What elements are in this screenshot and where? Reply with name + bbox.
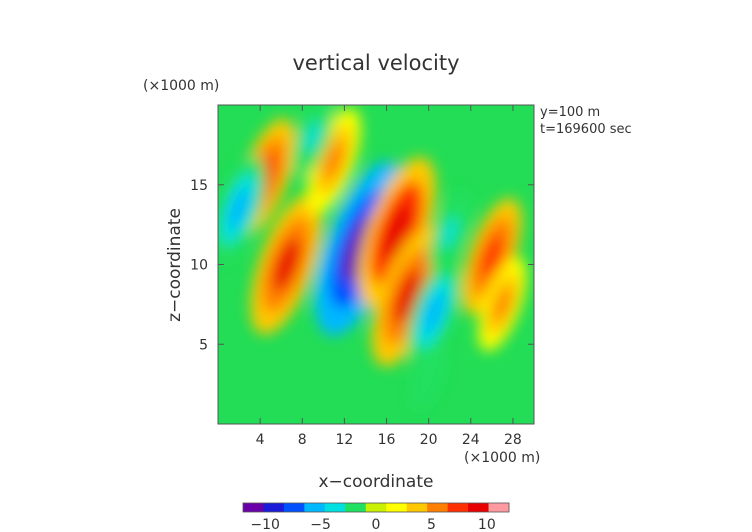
field-feature-downdraft <box>412 343 446 409</box>
y-tick-label: 10 <box>190 258 208 274</box>
colorbar-tick-label: 0 <box>372 517 381 532</box>
field-feature-updraft <box>358 156 436 309</box>
field-feature-downdraft <box>428 191 471 274</box>
x-unit-label: (×1000 m) <box>464 450 540 466</box>
colorbar-segment <box>263 503 285 512</box>
colorbar-segment <box>386 503 408 512</box>
colorbar-segment <box>365 503 387 512</box>
z-unit-label: (×1000 m) <box>143 78 219 94</box>
colorbar-tick-label: −5 <box>310 517 331 532</box>
x-tick-label: 24 <box>462 432 480 448</box>
field-feature-updraft <box>306 108 361 214</box>
field-feature-updraft <box>371 226 444 367</box>
annotation-y: y=100 m <box>540 105 600 120</box>
colorbar-segment <box>488 503 510 512</box>
x-axis: 4 8 12 16 20 24 28 <box>256 105 522 448</box>
x-tick-label: 8 <box>298 432 307 448</box>
field-feature-updraft <box>250 194 323 335</box>
colorbar-segment <box>304 503 326 512</box>
x-tick-label: 12 <box>335 432 353 448</box>
field-feature-downdraft <box>218 156 267 262</box>
x-tick-label: 4 <box>256 432 265 448</box>
field-feature-updraft <box>478 257 527 352</box>
y-tick-label: 15 <box>190 178 208 194</box>
field-feature-updraft <box>461 198 522 315</box>
colorbar-segment <box>243 503 264 512</box>
colorbar-segment <box>427 503 449 512</box>
field-feature-downdraft <box>291 105 334 178</box>
colorbar-segment <box>324 503 346 512</box>
colorbar-segment <box>283 503 305 512</box>
field-layer <box>218 105 527 409</box>
field-feature-downdraft <box>406 259 461 365</box>
colorbar-frame <box>242 502 510 513</box>
plot-area <box>218 105 534 424</box>
y-tick-label: 5 <box>199 337 208 353</box>
colorbar-segment <box>447 503 469 512</box>
colorbar-segment <box>406 503 428 512</box>
y-axis: 5 10 15 <box>190 178 534 353</box>
colorbar-segment <box>345 503 367 512</box>
x-axis-label: x−coordinate <box>319 472 434 492</box>
colorbar: −10 −5 0 5 10 <box>242 502 510 532</box>
colorbar-tick-label: 10 <box>478 517 496 532</box>
x-tick-label: 28 <box>504 432 522 448</box>
x-tick-label: 20 <box>420 432 438 448</box>
annotation-time: t=169600 sec <box>540 122 632 137</box>
chart-title: vertical velocity <box>292 51 459 75</box>
x-tick-label: 16 <box>378 432 396 448</box>
colorbar-segment <box>468 503 490 512</box>
y-axis-label: z−coordinate <box>165 208 185 322</box>
colorbar-tick-label: 5 <box>427 517 436 532</box>
colorbar-tick-label: −10 <box>250 517 280 532</box>
